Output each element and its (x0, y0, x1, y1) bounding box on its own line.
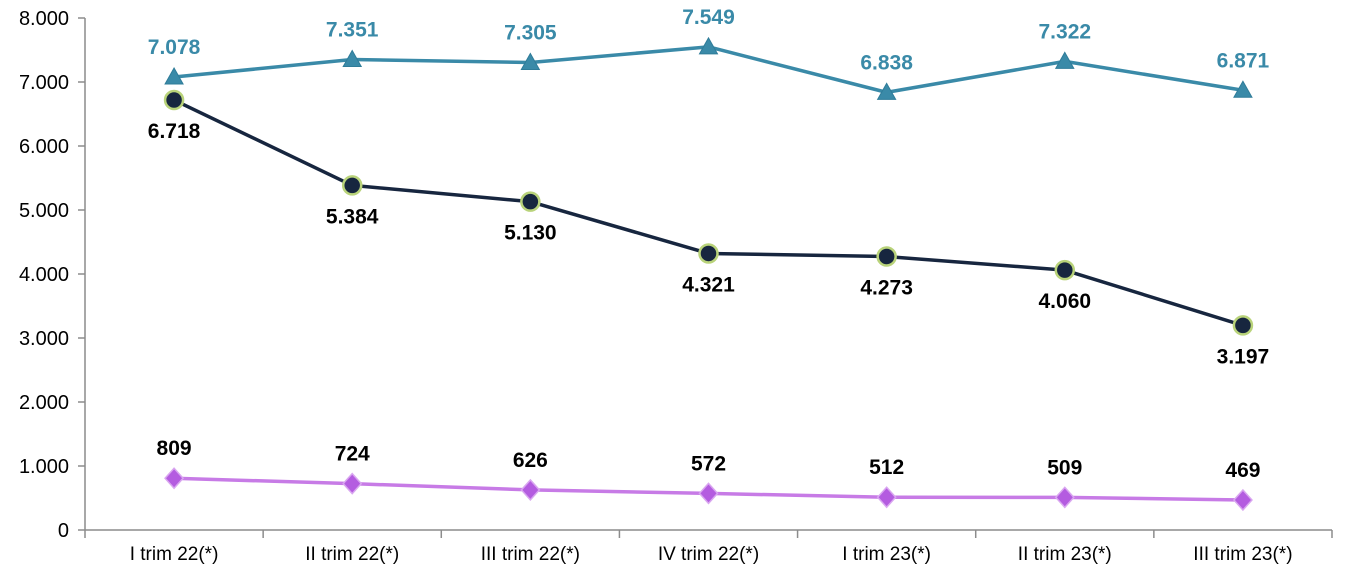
data-label: 4.273 (860, 277, 913, 300)
x-tick-label: II trim 23(*) (1018, 544, 1112, 565)
x-tick-label: IV trim 22(*) (658, 544, 759, 565)
series-layer (163, 36, 1254, 512)
circle-point (698, 243, 719, 264)
triangle-point (876, 82, 897, 100)
data-label: 572 (691, 452, 726, 475)
diamond-point (1054, 486, 1075, 509)
x-tick-label: III trim 22(*) (481, 544, 580, 565)
circle-point (876, 246, 897, 267)
data-label: 7.351 (326, 19, 379, 42)
diamond-point (520, 478, 541, 502)
data-label: 5.384 (326, 205, 379, 228)
diamond-point (1232, 488, 1253, 512)
series-2 (163, 89, 1254, 336)
y-tick-label: 0 (58, 520, 69, 542)
data-label: 5.130 (504, 222, 557, 245)
triangle-point (1054, 51, 1075, 69)
y-tick-label: 3.000 (19, 328, 69, 350)
data-label: 626 (513, 449, 548, 472)
y-tick-label: 4.000 (19, 264, 69, 286)
data-label: 7.305 (504, 21, 557, 44)
triangle-point (1233, 80, 1253, 98)
data-label: 509 (1047, 456, 1082, 479)
triangle-point (520, 52, 541, 70)
series-1 (164, 36, 1253, 100)
data-label: 4.060 (1039, 290, 1092, 313)
y-axis-ticks: 0 1.000 2.000 3.000 4.000 5.000 6.000 7.000 8.00… (19, 8, 85, 542)
data-label: 3.197 (1217, 345, 1270, 368)
y-tick-label: 1.000 (19, 456, 69, 478)
circle-point (341, 175, 363, 196)
triangle-point (342, 49, 363, 68)
data-label: 4.321 (682, 273, 735, 296)
circle-point (520, 191, 541, 212)
y-tick-label: 2.000 (19, 392, 69, 414)
data-label: 7.078 (148, 36, 201, 59)
x-tick-label: III trim 23(*) (1193, 544, 1292, 565)
y-tick-label: 6.000 (19, 136, 69, 158)
series-3 (164, 467, 1253, 512)
triangle-point (164, 66, 184, 85)
data-label: 724 (335, 443, 370, 466)
data-label: 469 (1225, 459, 1260, 482)
triangle-point (698, 36, 719, 55)
circle-point (1054, 259, 1076, 281)
y-tick-label: 8.000 (19, 8, 69, 30)
y-tick-label: 7.000 (19, 72, 69, 94)
circle-point (1232, 315, 1254, 336)
data-label: 809 (157, 437, 192, 460)
circle-point (163, 89, 185, 111)
data-label: 512 (869, 456, 904, 479)
data-label: 7.322 (1039, 20, 1092, 43)
x-tick-label: I trim 22(*) (130, 544, 219, 565)
x-tick-label: I trim 23(*) (842, 544, 931, 565)
x-tick-label: II trim 22(*) (305, 544, 399, 565)
diamond-point (876, 486, 897, 509)
data-label: 7.549 (682, 6, 735, 29)
data-label: 6.718 (148, 120, 201, 143)
diamond-point (698, 482, 719, 505)
diamond-point (342, 472, 363, 495)
y-tick-label: 5.000 (19, 200, 69, 222)
x-axis-ticks: I trim 22(*) II trim 22(*) III trim 22(*) I… (84, 530, 1333, 565)
data-label: 6.838 (860, 51, 913, 74)
diamond-point (164, 467, 185, 490)
data-label: 6.871 (1217, 49, 1270, 72)
data-labels: 7.078 7.351 7.305 7.549 6.838 7.322 6.871 6.718… (148, 6, 1270, 482)
